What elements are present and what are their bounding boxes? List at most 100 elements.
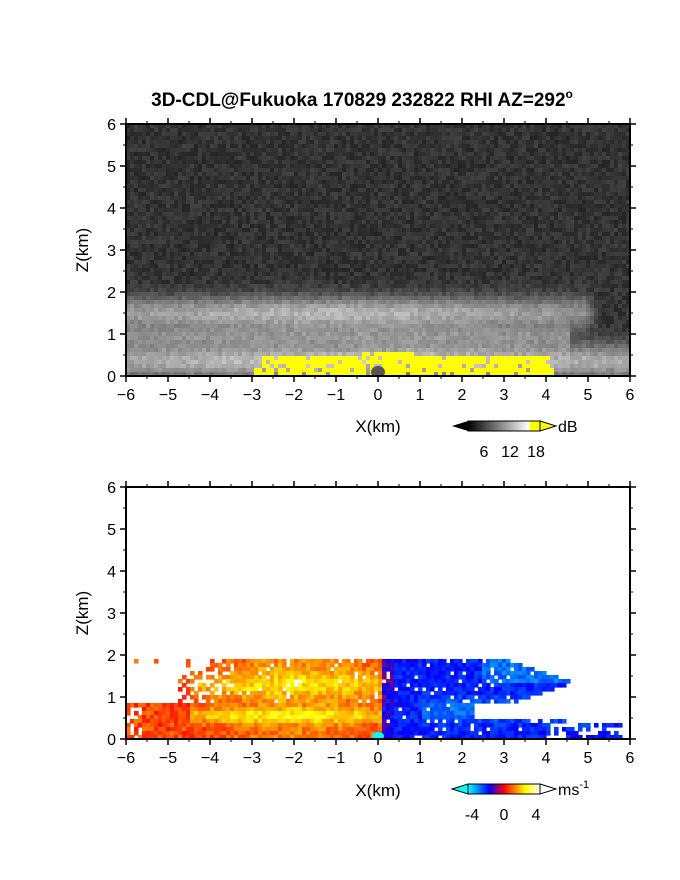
intensity-cell bbox=[498, 212, 503, 217]
intensity-cell bbox=[318, 268, 323, 273]
intensity-cell bbox=[366, 240, 371, 245]
intensity-cell bbox=[326, 196, 331, 201]
intensity-cell bbox=[158, 140, 163, 145]
intensity-cell bbox=[282, 124, 287, 129]
intensity-cell bbox=[590, 204, 595, 209]
intensity-cell bbox=[262, 232, 267, 237]
intensity-cell bbox=[550, 172, 555, 177]
intensity-cell bbox=[258, 244, 263, 249]
intensity-cell bbox=[306, 208, 311, 213]
intensity-cell bbox=[410, 148, 415, 153]
intensity-cell bbox=[250, 196, 255, 201]
intensity-cell bbox=[314, 176, 319, 181]
intensity-cell bbox=[278, 156, 283, 161]
intensity-cell bbox=[326, 252, 331, 257]
intensity-cell bbox=[610, 152, 615, 157]
intensity-cell bbox=[202, 164, 207, 169]
intensity-cell bbox=[158, 144, 163, 149]
intensity-cell bbox=[486, 252, 491, 257]
intensity-cell bbox=[238, 240, 243, 245]
intensity-cell bbox=[398, 140, 403, 145]
intensity-cell bbox=[250, 276, 255, 281]
intensity-cell bbox=[426, 200, 431, 205]
intensity-cell bbox=[382, 152, 387, 157]
intensity-cell bbox=[266, 240, 271, 245]
intensity-cell bbox=[530, 244, 535, 249]
intensity-cell bbox=[598, 140, 603, 145]
intensity-cell bbox=[222, 184, 227, 189]
intensity-cell bbox=[146, 236, 151, 241]
intensity-cell bbox=[182, 280, 187, 285]
intensity-cell bbox=[390, 204, 395, 209]
intensity-cell bbox=[270, 152, 275, 157]
intensity-cell bbox=[458, 196, 463, 201]
intensity-cell bbox=[218, 268, 223, 273]
intensity-cell bbox=[238, 280, 243, 285]
intensity-cell bbox=[598, 252, 603, 257]
intensity-cell bbox=[610, 164, 615, 169]
intensity-cell bbox=[446, 240, 451, 245]
intensity-cell bbox=[390, 240, 395, 245]
intensity-cell bbox=[534, 244, 539, 249]
intensity-cell bbox=[498, 176, 503, 181]
intensity-cell bbox=[282, 272, 287, 277]
intensity-cell bbox=[450, 236, 455, 241]
intensity-cell bbox=[162, 144, 167, 149]
intensity-cell bbox=[506, 256, 511, 261]
intensity-cell bbox=[278, 168, 283, 173]
intensity-cell bbox=[258, 220, 263, 225]
intensity-cell bbox=[330, 152, 335, 157]
intensity-cell bbox=[130, 276, 135, 281]
intensity-cell bbox=[246, 156, 251, 161]
intensity-cell bbox=[390, 220, 395, 225]
intensity-cell bbox=[242, 264, 247, 269]
intensity-cell bbox=[454, 240, 459, 245]
intensity-cell bbox=[598, 276, 603, 281]
intensity-cell bbox=[502, 176, 507, 181]
intensity-cell bbox=[402, 160, 407, 165]
intensity-cell bbox=[166, 264, 171, 269]
intensity-cell bbox=[450, 124, 455, 129]
intensity-cell bbox=[126, 192, 131, 197]
intensity-cell bbox=[454, 160, 459, 165]
intensity-cell bbox=[162, 248, 167, 253]
intensity-cell bbox=[290, 136, 295, 141]
intensity-cell bbox=[146, 168, 151, 173]
intensity-cell bbox=[410, 208, 415, 213]
intensity-cell bbox=[494, 276, 499, 281]
intensity-cell bbox=[430, 204, 435, 209]
intensity-cell bbox=[514, 256, 519, 261]
intensity-cell bbox=[558, 268, 563, 273]
intensity-cell bbox=[298, 184, 303, 189]
intensity-cell bbox=[382, 164, 387, 169]
intensity-cell bbox=[314, 152, 319, 157]
intensity-cell bbox=[486, 156, 491, 161]
intensity-cell bbox=[186, 244, 191, 249]
intensity-cell bbox=[382, 168, 387, 173]
intensity-cell bbox=[370, 280, 375, 285]
intensity-cell bbox=[550, 128, 555, 133]
intensity-cell bbox=[334, 248, 339, 253]
intensity-cell bbox=[518, 132, 523, 137]
intensity-cell bbox=[590, 212, 595, 217]
intensity-cell bbox=[338, 244, 343, 249]
intensity-cell bbox=[418, 136, 423, 141]
intensity-cell bbox=[306, 244, 311, 249]
intensity-cell bbox=[158, 152, 163, 157]
intensity-cell bbox=[162, 200, 167, 205]
intensity-cell bbox=[522, 192, 527, 197]
intensity-cell bbox=[182, 144, 187, 149]
intensity-cell bbox=[322, 168, 327, 173]
intensity-cell bbox=[506, 224, 511, 229]
intensity-cell bbox=[570, 124, 575, 129]
intensity-cell bbox=[518, 236, 523, 241]
intensity-cell bbox=[314, 244, 319, 249]
intensity-cell bbox=[530, 168, 535, 173]
intensity-cell bbox=[482, 268, 487, 273]
intensity-cell bbox=[402, 132, 407, 137]
intensity-cell bbox=[538, 132, 543, 137]
intensity-cell bbox=[434, 276, 439, 281]
intensity-cell bbox=[442, 196, 447, 201]
intensity-cell bbox=[146, 212, 151, 217]
intensity-cell bbox=[450, 256, 455, 261]
